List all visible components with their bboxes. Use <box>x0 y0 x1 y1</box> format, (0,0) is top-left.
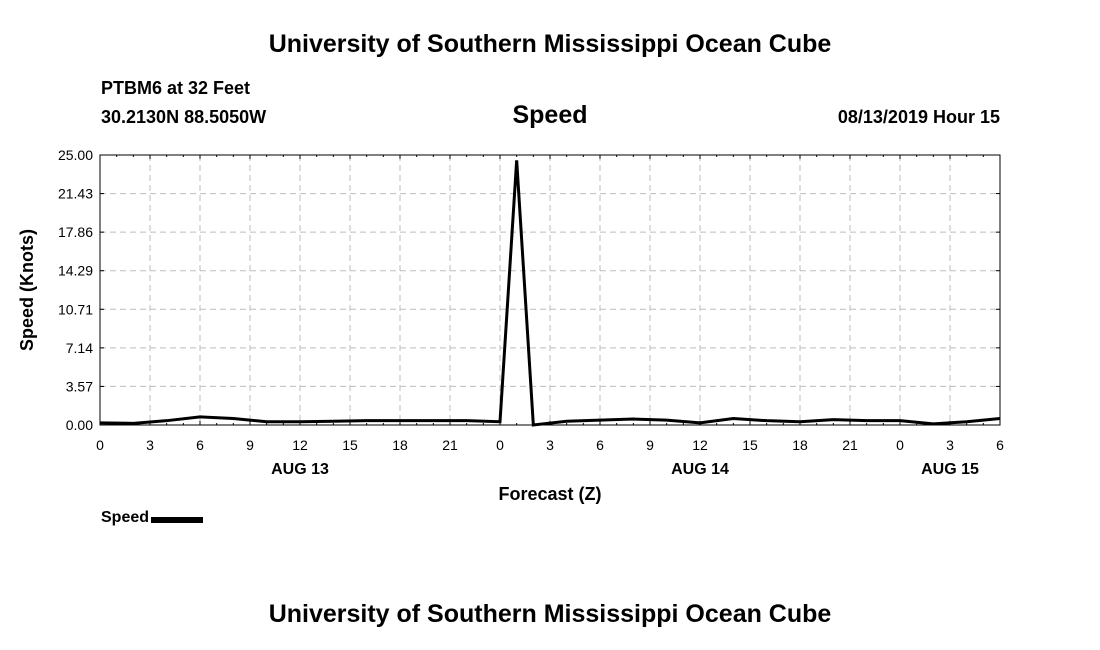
x-tick-label: 3 <box>546 437 554 453</box>
date-label: AUG 15 <box>921 461 979 478</box>
x-tick-label: 15 <box>742 437 758 453</box>
grid <box>100 155 1000 425</box>
axes <box>99 154 1001 426</box>
x-tick-label: 15 <box>342 437 358 453</box>
x-tick-label: 21 <box>842 437 858 453</box>
tick-labels: 0 3 6 9 12 15 18 21 0 3 6 9 12 15 18 21 0 3 6 0.00 3.57 7.14 1… <box>17 147 1004 504</box>
y-tick-label: 10.71 <box>58 301 93 317</box>
y-tick-label: 7.14 <box>66 340 93 356</box>
panel-title: Speed <box>512 101 588 129</box>
x-tick-label: 3 <box>946 437 954 453</box>
y-tick-label: 3.57 <box>66 378 93 394</box>
y-tick-label: 25.00 <box>58 147 93 163</box>
x-tick-label: 9 <box>646 437 654 453</box>
x-axis-label: Forecast (Z) <box>498 484 601 504</box>
plot-frame <box>99 154 1001 426</box>
legend: Speed <box>101 509 204 527</box>
x-tick-label: 6 <box>196 437 204 453</box>
x-tick-label: 12 <box>292 437 308 453</box>
y-tick-label: 17.86 <box>58 224 93 240</box>
chart-title-top: University of Southern Mississippi Ocean… <box>268 30 832 58</box>
x-tick-label: 18 <box>392 437 408 453</box>
station-name: PTBM6 at 32 Feet <box>101 78 251 98</box>
x-tick-label: 18 <box>792 437 808 453</box>
forecast-datetime: 08/13/2019 Hour 15 <box>837 107 1000 127</box>
x-tick-label: 21 <box>442 437 458 453</box>
y-axis-label: Speed (Knots) <box>17 229 37 351</box>
x-tick-label: 9 <box>246 437 254 453</box>
y-tick-label: 14.29 <box>58 263 93 279</box>
date-label: AUG 13 <box>271 461 329 478</box>
x-tick-label: 0 <box>896 437 904 453</box>
x-tick-label: 0 <box>96 437 104 453</box>
legend-label: Speed <box>101 509 150 526</box>
legend-line-swatch <box>151 517 204 523</box>
date-label: AUG 14 <box>671 461 729 478</box>
series-line-speed <box>99 160 1001 427</box>
x-tick-label: 6 <box>596 437 604 453</box>
x-tick-label: 12 <box>692 437 708 453</box>
station-coordinates: 30.2130N 88.5050W <box>101 107 267 127</box>
chart-title-bottom: University of Southern Mississippi Ocean… <box>268 600 832 628</box>
x-tick-label: 6 <box>996 437 1004 453</box>
x-tick-label: 0 <box>496 437 504 453</box>
y-tick-label: 21.43 <box>58 186 93 202</box>
series <box>99 160 1001 427</box>
x-tick-label: 3 <box>146 437 154 453</box>
y-tick-label: 0.00 <box>66 417 93 433</box>
